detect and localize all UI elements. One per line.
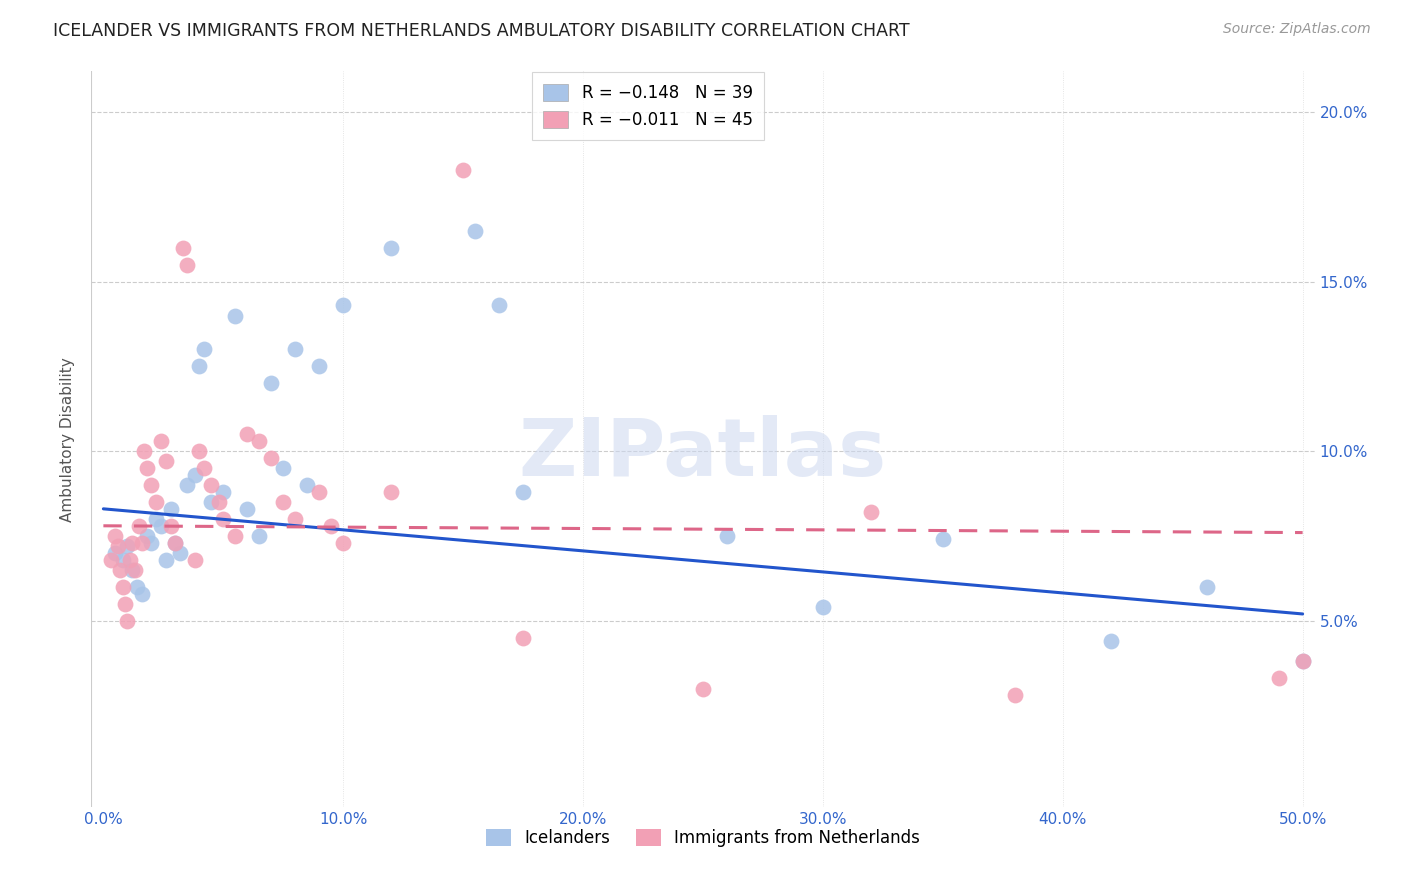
Point <box>107 539 129 553</box>
Point <box>117 614 139 628</box>
Point <box>193 461 215 475</box>
Point <box>124 563 146 577</box>
Point <box>141 535 163 549</box>
Text: ZIPatlas: ZIPatlas <box>519 415 887 493</box>
Point <box>224 529 246 543</box>
Point <box>118 552 141 566</box>
Point <box>108 563 131 577</box>
Point <box>121 563 143 577</box>
Point <box>155 454 177 468</box>
Point <box>104 529 127 543</box>
Point <box>188 359 211 374</box>
Point <box>135 529 157 543</box>
Point <box>260 450 283 465</box>
Point <box>692 681 714 696</box>
Point <box>155 552 177 566</box>
Point <box>172 241 194 255</box>
Point <box>1291 655 1313 669</box>
Point <box>176 258 198 272</box>
Point <box>200 495 222 509</box>
Point <box>212 512 235 526</box>
Point <box>332 535 354 549</box>
Point <box>149 434 172 448</box>
Point <box>125 580 148 594</box>
Point <box>380 484 402 499</box>
Point <box>159 501 181 516</box>
Point <box>111 552 134 566</box>
Point <box>236 427 259 442</box>
Point <box>145 495 167 509</box>
Point <box>114 597 136 611</box>
Point <box>811 600 834 615</box>
Point <box>297 478 319 492</box>
Point <box>247 434 270 448</box>
Point <box>271 495 294 509</box>
Point <box>117 539 139 553</box>
Point <box>212 484 235 499</box>
Point <box>260 376 283 391</box>
Point <box>451 162 474 177</box>
Point <box>134 444 156 458</box>
Point <box>1291 655 1313 669</box>
Point <box>111 580 134 594</box>
Point <box>332 298 354 312</box>
Point <box>859 505 882 519</box>
Text: Source: ZipAtlas.com: Source: ZipAtlas.com <box>1223 22 1371 37</box>
Legend: Icelanders, Immigrants from Netherlands: Icelanders, Immigrants from Netherlands <box>479 822 927 855</box>
Point <box>141 478 163 492</box>
Point <box>176 478 198 492</box>
Point <box>1195 580 1218 594</box>
Point <box>224 309 246 323</box>
Point <box>464 224 486 238</box>
Point <box>193 343 215 357</box>
Point <box>932 533 955 547</box>
Point <box>308 484 330 499</box>
Point <box>247 529 270 543</box>
Point <box>512 484 534 499</box>
Point <box>183 467 205 482</box>
Point <box>1004 689 1026 703</box>
Point <box>1099 634 1122 648</box>
Point <box>145 512 167 526</box>
Point <box>1267 672 1289 686</box>
Point <box>207 495 229 509</box>
Point <box>284 512 307 526</box>
Point <box>188 444 211 458</box>
Point <box>135 461 157 475</box>
Point <box>104 546 127 560</box>
Y-axis label: Ambulatory Disability: Ambulatory Disability <box>60 357 76 522</box>
Point <box>149 518 172 533</box>
Point <box>236 501 259 516</box>
Point <box>165 535 187 549</box>
Point <box>169 546 191 560</box>
Point <box>308 359 330 374</box>
Point <box>271 461 294 475</box>
Point <box>183 552 205 566</box>
Point <box>380 241 402 255</box>
Point <box>165 535 187 549</box>
Point <box>159 518 181 533</box>
Point <box>488 298 510 312</box>
Point <box>121 535 143 549</box>
Point <box>284 343 307 357</box>
Point <box>131 586 153 600</box>
Point <box>321 518 343 533</box>
Point <box>131 535 153 549</box>
Point <box>200 478 222 492</box>
Text: ICELANDER VS IMMIGRANTS FROM NETHERLANDS AMBULATORY DISABILITY CORRELATION CHART: ICELANDER VS IMMIGRANTS FROM NETHERLANDS… <box>53 22 910 40</box>
Point <box>128 518 150 533</box>
Point <box>716 529 738 543</box>
Point <box>100 552 122 566</box>
Point <box>512 631 534 645</box>
